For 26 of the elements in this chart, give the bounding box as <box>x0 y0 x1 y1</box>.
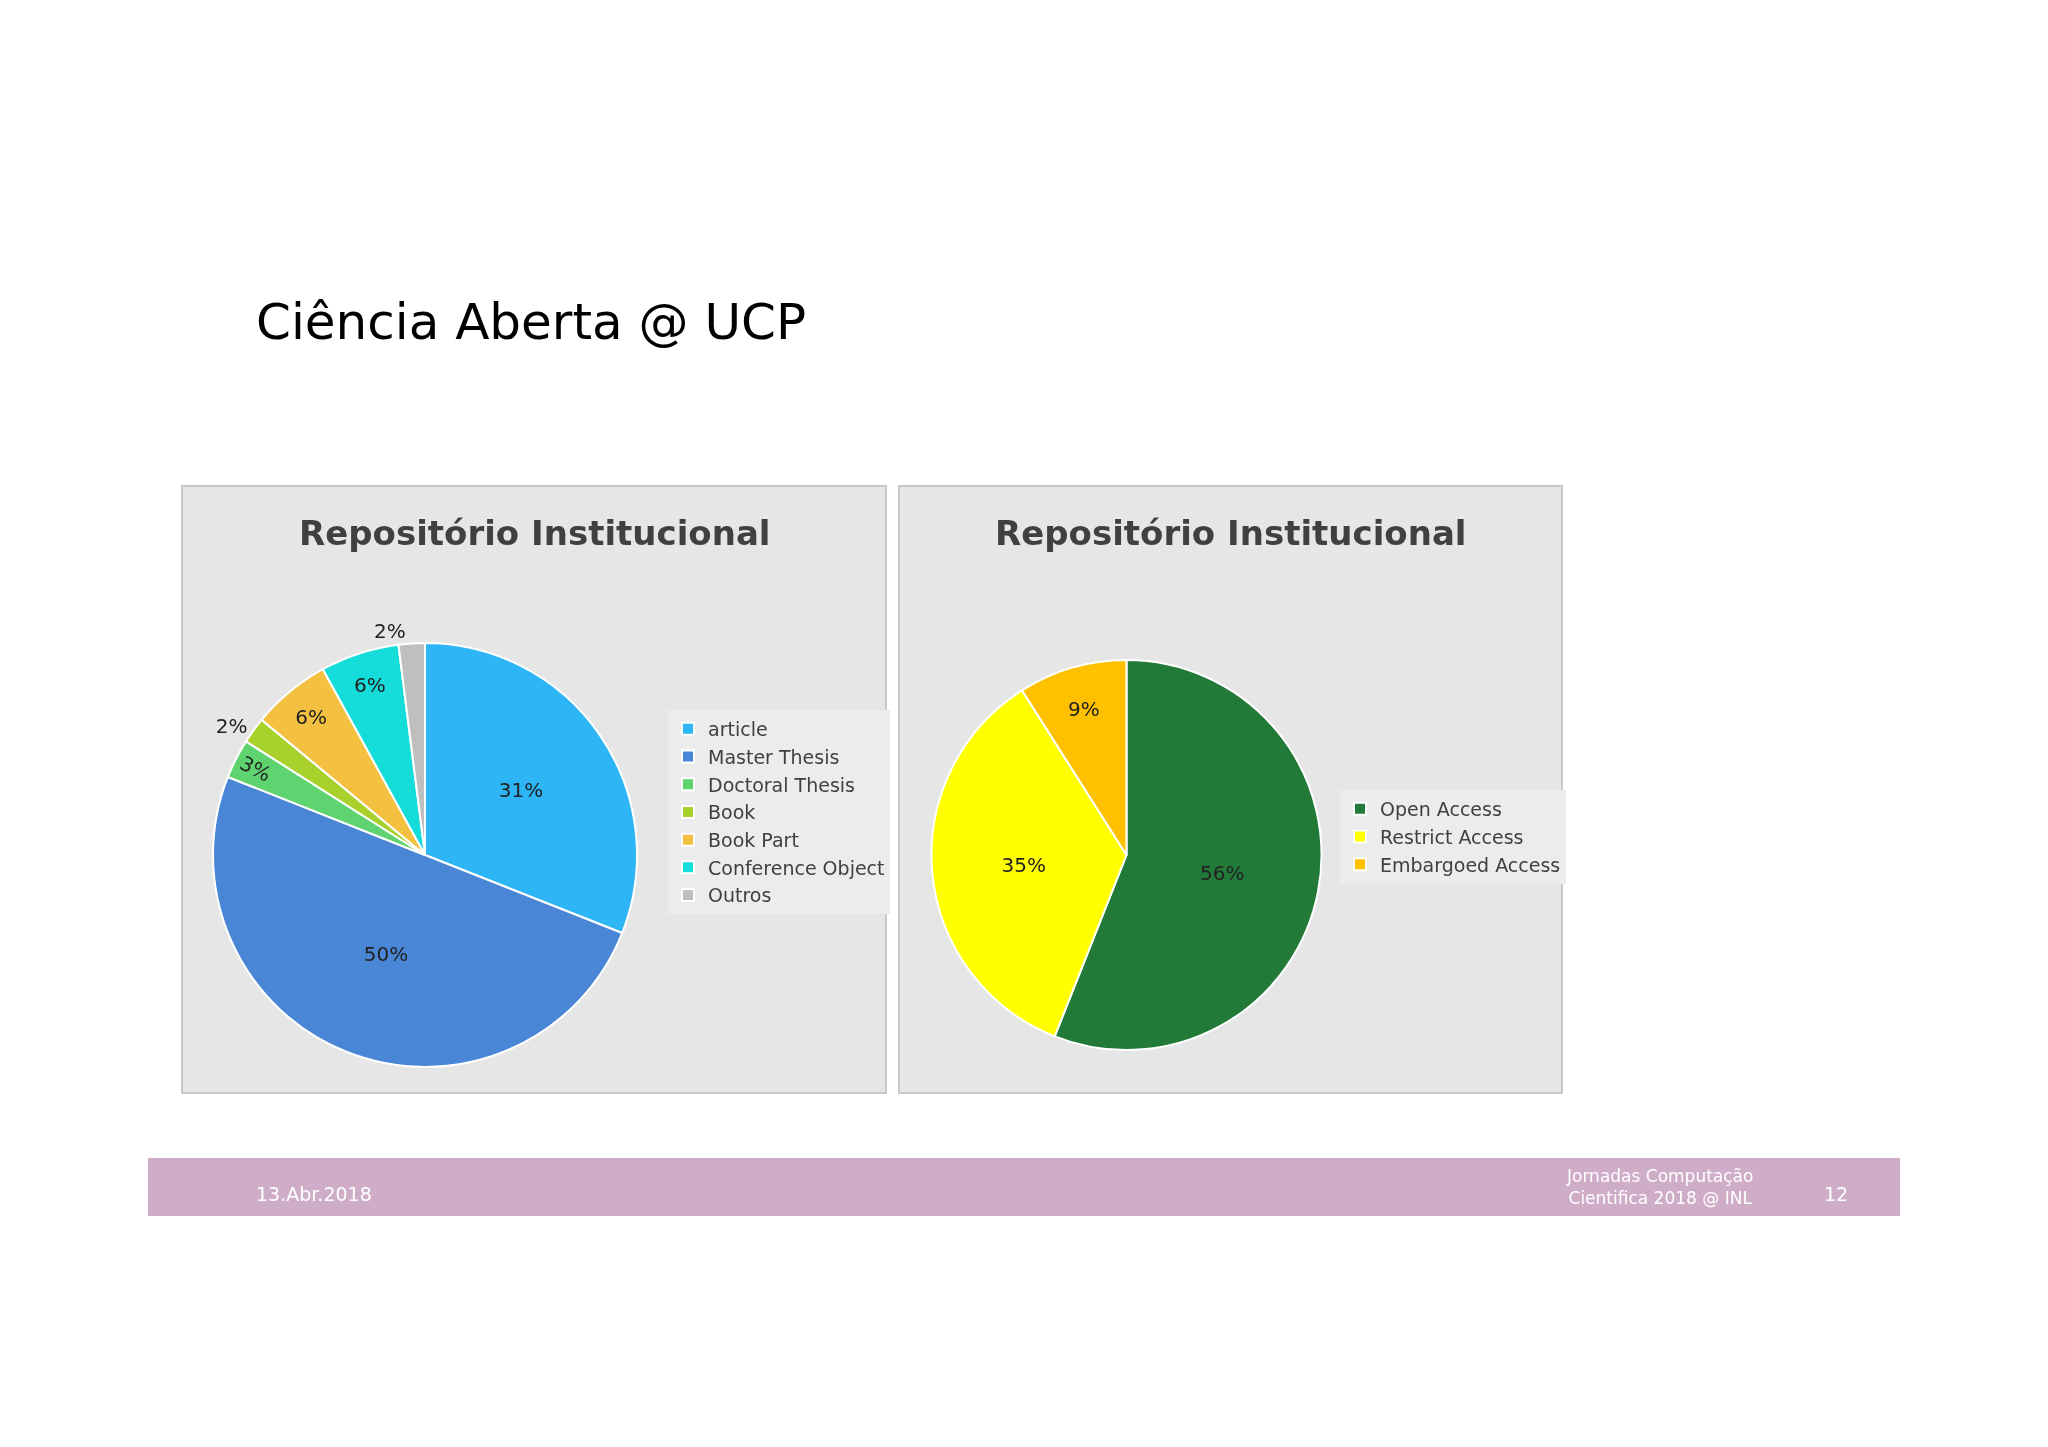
data-label: 35% <box>1001 852 1047 877</box>
data-label: 6% <box>295 705 328 730</box>
data-label: 56% <box>1200 861 1245 886</box>
data-label: 3% <box>235 750 276 787</box>
legend-label: article <box>708 718 768 741</box>
data-label: 2% <box>373 619 406 644</box>
legend-label: Outros <box>708 884 772 907</box>
legend-label: Master Thesis <box>708 745 840 768</box>
chart-title: Repositório Institucional <box>995 513 1467 553</box>
data-label: 2% <box>215 714 248 739</box>
legend-label: Conference Object <box>708 856 885 879</box>
data-label: 9% <box>1068 696 1100 721</box>
data-label: 6% <box>353 673 386 698</box>
text: 12 <box>1824 1183 1849 1205</box>
text: Jornadas Computação Cientifica 2018 @ INL <box>1566 1166 1754 1209</box>
legend-label: Open Access <box>1380 798 1502 821</box>
legend-label: Book Part <box>708 829 799 852</box>
text: 13.Abr.2018 <box>256 1183 372 1205</box>
legend-label: Restrict Access <box>1380 825 1524 848</box>
text: Ciência Aberta @ UCP <box>256 293 807 351</box>
data-label: 50% <box>363 941 409 966</box>
legend-label: Doctoral Thesis <box>708 773 855 796</box>
legend-label: Embargoed Access <box>1380 853 1561 876</box>
chart-title: Repositório Institucional <box>299 513 771 553</box>
data-label: 31% <box>498 777 544 802</box>
legend-label: Book <box>708 801 756 824</box>
